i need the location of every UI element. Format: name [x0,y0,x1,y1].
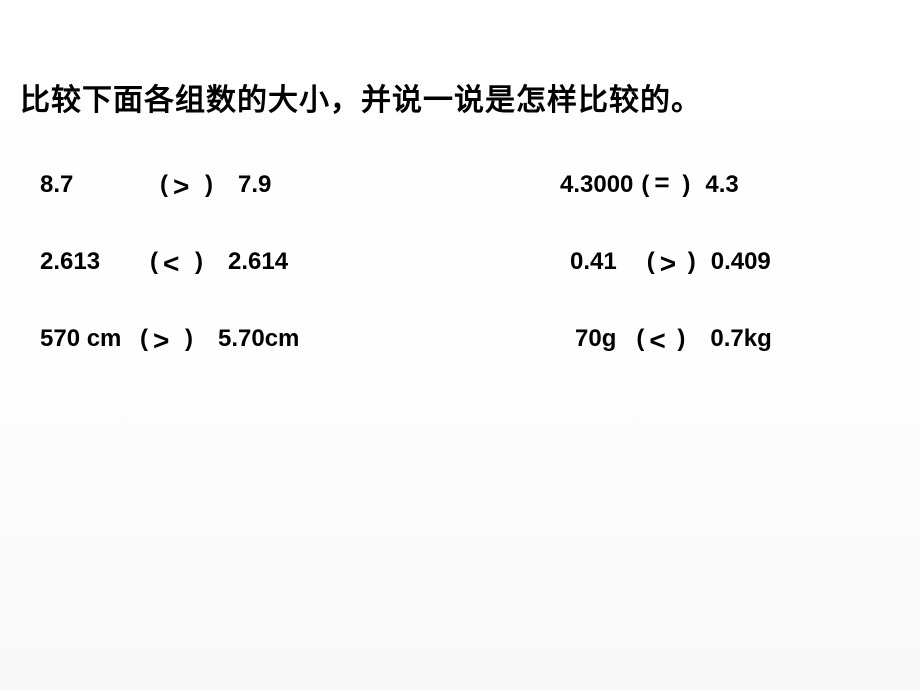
operand-a: 570 cm [40,325,140,353]
operand-b: 4.3 [705,171,738,199]
problem-row: 8.7 ( > ) 7.9 4.3000 ( = ) 4.3 [40,169,920,201]
operand-a: 4.3000 [560,171,633,199]
slide-content: 比较下面各组数的大小，并说一说是怎样比较的。 8.7 ( > ) 7.9 4.3… [0,0,920,355]
problem-left: 570 cm ( > ) 5.70cm [40,323,560,355]
operand-b: 0.409 [711,248,771,276]
comparison-operator: < [163,248,183,280]
slide-title: 比较下面各组数的大小，并说一说是怎样比较的。 [20,75,920,119]
operand-a: 70g [575,325,616,353]
paren-close: ) [677,325,685,353]
paren-open: ( [647,248,655,276]
operand-b: 5.70cm [218,325,299,353]
operand-a: 8.7 [40,171,130,199]
comparison-operator: > [173,171,193,203]
problem-right: 4.3000 ( = ) 4.3 [560,169,739,201]
paren-close: ) [682,171,690,199]
paren-close: ) [195,248,203,276]
problem-row: 2.613 ( < ) 2.614 0.41 ( > ) 0.409 [40,246,920,278]
operand-b: 7.9 [238,171,271,199]
paren-close: ) [688,248,696,276]
problem-left: 2.613 ( < ) 2.614 [40,246,560,278]
paren-open: ( [150,248,158,276]
problems-container: 8.7 ( > ) 7.9 4.3000 ( = ) 4.3 2.613 ( [20,169,920,355]
paren-open: ( [140,325,148,353]
paren-open: ( [636,325,644,353]
operand-b: 0.7kg [710,325,771,353]
problem-row: 570 cm ( > ) 5.70cm 70g ( < ) 0.7kg [40,323,920,355]
comparison-operator: > [660,248,680,280]
paren-open: ( [641,171,649,199]
problem-right: 70g ( < ) 0.7kg [560,323,772,355]
comparison-operator: > [153,325,173,357]
operand-a: 0.41 [570,248,617,276]
comparison-operator: < [649,325,669,357]
paren-close: ) [205,171,213,199]
operand-a: 2.613 [40,248,130,276]
paren-close: ) [185,325,193,353]
paren-open: ( [160,171,168,199]
comparison-operator: = [654,167,674,198]
problem-right: 0.41 ( > ) 0.409 [560,246,771,278]
problem-left: 8.7 ( > ) 7.9 [40,169,560,201]
operand-b: 2.614 [228,248,288,276]
